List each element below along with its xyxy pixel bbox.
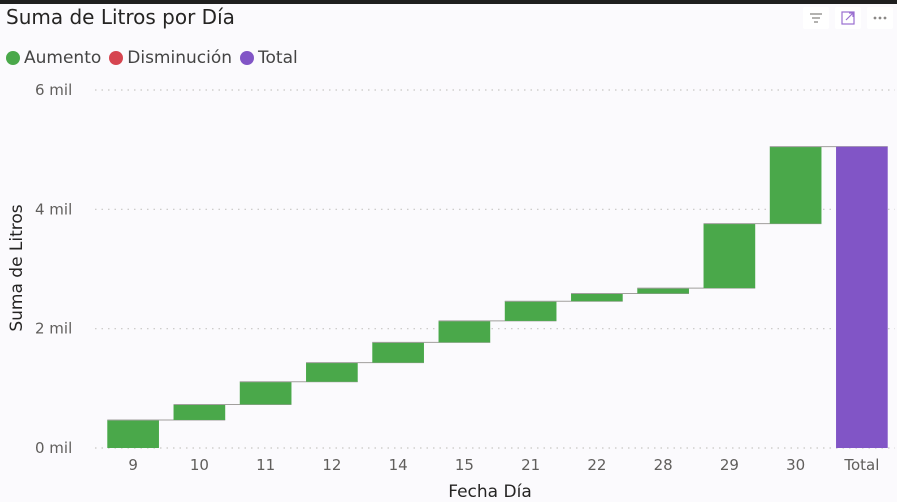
legend-label-disminucion: Disminución <box>127 48 233 68</box>
legend: Aumento Disminución Total <box>6 48 306 68</box>
y-axis-title: Suma de Litros <box>7 204 27 331</box>
bar-10[interactable] <box>173 404 226 420</box>
y-tick-label: 2 mil <box>35 320 72 338</box>
x-tick-label: 29 <box>720 456 739 474</box>
focus-mode-icon[interactable] <box>835 7 861 29</box>
more-options-icon[interactable] <box>867 7 893 29</box>
y-tick-label: 4 mil <box>35 200 72 218</box>
chart-title: Suma de Litros por Día <box>6 5 235 29</box>
bar-11[interactable] <box>239 381 292 405</box>
x-tick-label: 11 <box>256 456 275 474</box>
bar-29[interactable] <box>703 223 756 289</box>
filter-icon[interactable] <box>803 7 829 29</box>
bar-14[interactable] <box>372 342 424 363</box>
bar-12[interactable] <box>306 362 358 382</box>
bar-22[interactable] <box>571 293 623 302</box>
legend-item-disminucion[interactable]: Disminución <box>109 48 232 68</box>
bar-30[interactable] <box>769 146 822 224</box>
legend-item-total[interactable]: Total <box>240 48 298 68</box>
legend-item-aumento[interactable]: Aumento <box>6 48 101 68</box>
x-tick-label: 30 <box>786 456 805 474</box>
x-tick-label: 22 <box>587 456 606 474</box>
x-tick-label: 28 <box>654 456 673 474</box>
legend-dot-disminucion <box>109 51 124 65</box>
bar-28[interactable] <box>637 288 689 294</box>
legend-label-aumento: Aumento <box>24 48 102 68</box>
x-tick-label: 15 <box>455 456 474 474</box>
legend-dot-total <box>240 51 255 65</box>
x-tick-label: 21 <box>521 456 540 474</box>
bar-9[interactable] <box>107 419 159 448</box>
legend-dot-aumento <box>6 51 20 65</box>
y-tick-label: 6 mil <box>35 81 72 99</box>
visual-header <box>803 7 893 29</box>
x-tick-label: 14 <box>389 456 408 474</box>
x-tick-label: Total <box>843 456 879 474</box>
x-tick-label: 12 <box>322 456 341 474</box>
legend-label-total: Total <box>258 48 298 68</box>
x-tick-label: 10 <box>190 456 209 474</box>
bar-Total[interactable] <box>836 146 888 448</box>
x-tick-label: 9 <box>128 456 138 474</box>
x-axis-title: Fecha Día <box>448 482 531 502</box>
bar-21[interactable] <box>504 301 557 321</box>
top-border <box>0 0 897 4</box>
y-tick-label: 0 mil <box>35 439 72 457</box>
bar-15[interactable] <box>438 320 491 343</box>
